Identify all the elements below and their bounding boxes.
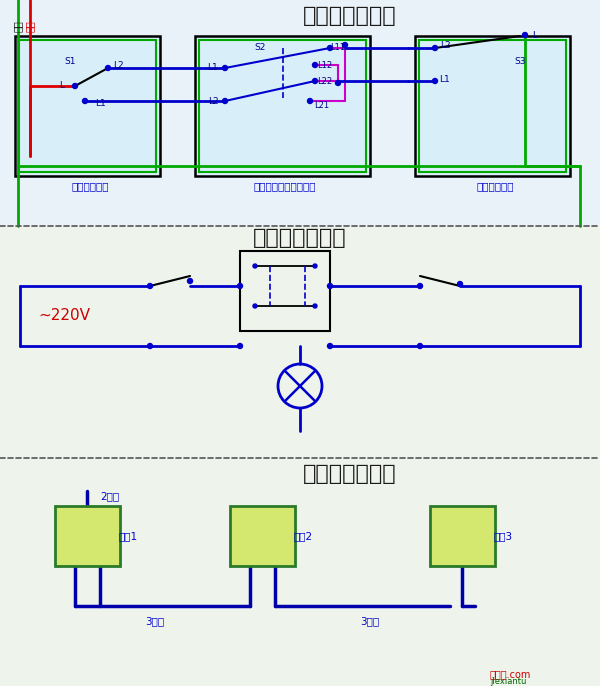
Circle shape — [458, 281, 463, 287]
Text: L21: L21 — [314, 102, 329, 110]
Bar — [19, 40, 156, 172]
Circle shape — [313, 78, 317, 84]
Circle shape — [313, 304, 317, 308]
Bar — [419, 40, 566, 172]
Circle shape — [328, 45, 332, 51]
Circle shape — [223, 65, 227, 71]
Text: L11: L11 — [331, 43, 346, 53]
Circle shape — [335, 80, 341, 86]
Circle shape — [253, 264, 257, 268]
Bar — [230, 506, 295, 566]
Circle shape — [253, 304, 257, 308]
Circle shape — [223, 99, 227, 104]
Text: L: L — [533, 30, 538, 40]
Text: L2: L2 — [113, 62, 124, 71]
Text: 三控开关接线图: 三控开关接线图 — [303, 6, 397, 26]
Circle shape — [313, 62, 317, 67]
Circle shape — [308, 99, 313, 104]
Text: 中途开关（三控开关）: 中途开关（三控开关） — [254, 181, 316, 191]
Bar — [430, 506, 495, 566]
Text: 开关3: 开关3 — [493, 531, 512, 541]
Text: 三控开关布线图: 三控开关布线图 — [303, 464, 397, 484]
Bar — [0, 0, 600, 226]
Text: 相线: 相线 — [13, 20, 23, 32]
Bar — [55, 506, 120, 566]
Text: L1: L1 — [95, 99, 106, 108]
Circle shape — [83, 99, 88, 104]
Bar — [199, 40, 366, 172]
Text: L12: L12 — [317, 60, 332, 69]
Text: L: L — [59, 82, 65, 91]
Text: S2: S2 — [254, 43, 266, 53]
Text: 单开双控开关: 单开双控开关 — [476, 181, 514, 191]
Text: ~220V: ~220V — [38, 309, 90, 324]
Circle shape — [433, 45, 437, 51]
Text: L1: L1 — [440, 75, 451, 84]
Circle shape — [187, 279, 193, 283]
Bar — [0, 458, 600, 686]
Bar — [195, 36, 370, 176]
Text: 开关2: 开关2 — [293, 531, 313, 541]
Text: 3根线: 3根线 — [145, 616, 164, 626]
Circle shape — [433, 78, 437, 84]
Text: jlexiantu: jlexiantu — [490, 676, 526, 685]
Circle shape — [238, 344, 242, 348]
Circle shape — [418, 344, 422, 348]
Text: 火线: 火线 — [25, 20, 35, 32]
Text: L22: L22 — [317, 77, 332, 86]
Text: 三控开关原理图: 三控开关原理图 — [253, 228, 347, 248]
Circle shape — [73, 84, 77, 88]
Text: L2: L2 — [208, 97, 218, 106]
Text: L1: L1 — [208, 64, 218, 73]
Text: L2: L2 — [440, 41, 451, 51]
Circle shape — [148, 283, 152, 289]
Circle shape — [418, 283, 422, 289]
Bar — [15, 36, 160, 176]
Circle shape — [313, 264, 317, 268]
Text: 接线图.com: 接线图.com — [490, 669, 532, 679]
Text: 开关1: 开关1 — [118, 531, 137, 541]
Circle shape — [523, 32, 527, 38]
Bar — [0, 226, 600, 458]
Circle shape — [328, 283, 332, 289]
Text: 2根线: 2根线 — [100, 491, 119, 501]
Circle shape — [106, 65, 110, 71]
Circle shape — [238, 283, 242, 289]
Circle shape — [148, 344, 152, 348]
Circle shape — [343, 43, 347, 47]
Text: 单开双控开关: 单开双控开关 — [71, 181, 109, 191]
Bar — [240, 251, 330, 331]
Circle shape — [328, 344, 332, 348]
Text: S1: S1 — [64, 56, 76, 65]
Text: 3根线: 3根线 — [361, 616, 380, 626]
Text: S3: S3 — [514, 56, 526, 65]
Bar — [415, 36, 570, 176]
